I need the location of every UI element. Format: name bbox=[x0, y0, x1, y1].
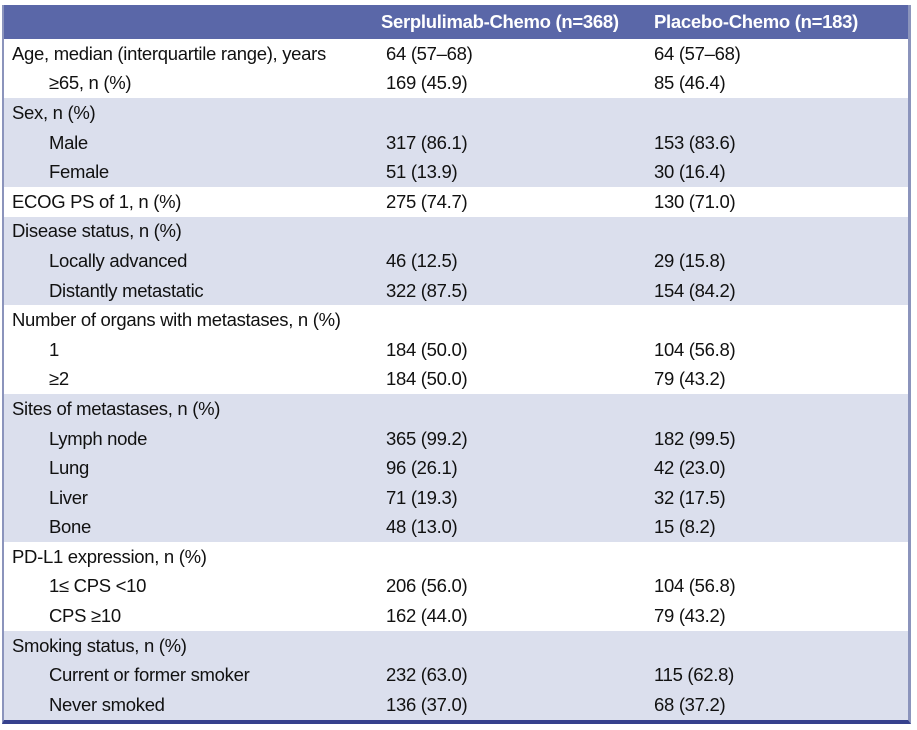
row-label-cell: PD-L1 expression, n (%) bbox=[12, 545, 207, 567]
row-label-cell: CPS ≥10 bbox=[49, 605, 121, 627]
value-cell-serplulimab: 365 (99.2) bbox=[386, 427, 468, 449]
table-header-row: Serplulimab-Chemo (n=368) Placebo-Chemo … bbox=[4, 5, 908, 39]
value-cell-placebo: 79 (43.2) bbox=[654, 368, 726, 390]
value-cell-placebo: 64 (57–68) bbox=[654, 42, 741, 64]
table-row: Distantly metastatic 322 (87.5) 154 (84.… bbox=[4, 275, 908, 306]
value-cell-serplulimab: 184 (50.0) bbox=[386, 368, 468, 390]
table-row: Age, median (interquartile range), years… bbox=[4, 39, 908, 69]
table-row: ECOG PS of 1, n (%) 275 (74.7) 130 (71.0… bbox=[4, 186, 908, 217]
value-cell-placebo: 32 (17.5) bbox=[654, 486, 726, 508]
table-row: Liver 71 (19.3) 32 (17.5) bbox=[4, 482, 908, 513]
row-label-cell: Lung bbox=[49, 457, 89, 479]
value-cell-serplulimab: 136 (37.0) bbox=[386, 693, 468, 715]
row-label-cell: Distantly metastatic bbox=[49, 279, 204, 301]
row-label-cell: Lymph node bbox=[49, 427, 148, 449]
table-row: Lymph node 365 (99.2) 182 (99.5) bbox=[4, 423, 908, 454]
value-cell-placebo: 130 (71.0) bbox=[654, 190, 736, 212]
value-cell-placebo: 42 (23.0) bbox=[654, 457, 726, 479]
table-body: Age, median (interquartile range), years… bbox=[4, 39, 908, 720]
table-row: Sites of metastases, n (%) bbox=[4, 394, 908, 424]
value-cell-placebo: 154 (84.2) bbox=[654, 279, 736, 301]
row-label-cell: ≥65, n (%) bbox=[49, 72, 132, 94]
row-label-cell: ECOG PS of 1, n (%) bbox=[12, 190, 182, 212]
table-row: CPS ≥10 162 (44.0) 79 (43.2) bbox=[4, 601, 908, 631]
table-row: Female 51 (13.9) 30 (16.4) bbox=[4, 157, 908, 187]
value-cell-serplulimab: 46 (12.5) bbox=[386, 249, 458, 271]
column-header-serplulimab-chemo: Serplulimab-Chemo (n=368) bbox=[381, 11, 619, 32]
row-label-cell: Never smoked bbox=[49, 693, 165, 715]
row-label-cell: 1 bbox=[49, 338, 59, 360]
table-row: Smoking status, n (%) bbox=[4, 630, 908, 661]
table-row: Male 317 (86.1) 153 (83.6) bbox=[4, 127, 908, 158]
row-label-cell: Disease status, n (%) bbox=[12, 220, 182, 242]
table-row: Number of organs with metastases, n (%) bbox=[4, 305, 908, 335]
row-label-cell: Female bbox=[49, 161, 109, 183]
row-label-cell: Locally advanced bbox=[49, 249, 188, 271]
value-cell-serplulimab: 232 (63.0) bbox=[386, 664, 468, 686]
value-cell-serplulimab: 184 (50.0) bbox=[386, 338, 468, 360]
value-cell-serplulimab: 96 (26.1) bbox=[386, 457, 458, 479]
table-row: Current or former smoker 232 (63.0) 115 … bbox=[4, 660, 908, 691]
value-cell-serplulimab: 51 (13.9) bbox=[386, 161, 458, 183]
table-row: Never smoked 136 (37.0) 68 (37.2) bbox=[4, 690, 908, 720]
value-cell-serplulimab: 322 (87.5) bbox=[386, 279, 468, 301]
value-cell-placebo: 104 (56.8) bbox=[654, 575, 736, 597]
table-row: Disease status, n (%) bbox=[4, 216, 908, 247]
value-cell-serplulimab: 275 (74.7) bbox=[386, 190, 468, 212]
value-cell-placebo: 104 (56.8) bbox=[654, 338, 736, 360]
value-cell-placebo: 79 (43.2) bbox=[654, 605, 726, 627]
row-label-cell: Male bbox=[49, 131, 88, 153]
value-cell-serplulimab: 48 (13.0) bbox=[386, 516, 458, 538]
table-row: Bone 48 (13.0) 15 (8.2) bbox=[4, 512, 908, 543]
column-header-placebo-chemo: Placebo-Chemo (n=183) bbox=[654, 11, 858, 32]
value-cell-serplulimab: 64 (57–68) bbox=[386, 42, 473, 64]
table-row: ≥2 184 (50.0) 79 (43.2) bbox=[4, 364, 908, 395]
value-cell-placebo: 68 (37.2) bbox=[654, 693, 726, 715]
table-row: Locally advanced 46 (12.5) 29 (15.8) bbox=[4, 246, 908, 276]
table-row: ≥65, n (%) 169 (45.9) 85 (46.4) bbox=[4, 68, 908, 99]
value-cell-placebo: 115 (62.8) bbox=[654, 664, 734, 686]
value-cell-serplulimab: 169 (45.9) bbox=[386, 72, 468, 94]
baseline-characteristics-table: Serplulimab-Chemo (n=368) Placebo-Chemo … bbox=[2, 5, 911, 724]
table-row: 1 184 (50.0) 104 (56.8) bbox=[4, 334, 908, 365]
row-label-cell: Bone bbox=[49, 516, 92, 538]
table-row: PD-L1 expression, n (%) bbox=[4, 542, 908, 572]
row-label-cell: Sex, n (%) bbox=[12, 101, 96, 123]
row-label-cell: Sites of metastases, n (%) bbox=[12, 397, 221, 419]
value-cell-placebo: 30 (16.4) bbox=[654, 161, 726, 183]
value-cell-serplulimab: 71 (19.3) bbox=[386, 486, 458, 508]
value-cell-serplulimab: 206 (56.0) bbox=[386, 575, 468, 597]
value-cell-serplulimab: 317 (86.1) bbox=[386, 131, 468, 153]
value-cell-placebo: 85 (46.4) bbox=[654, 72, 726, 94]
table-row: Sex, n (%) bbox=[4, 98, 908, 128]
value-cell-placebo: 153 (83.6) bbox=[654, 131, 736, 153]
row-label-cell: Smoking status, n (%) bbox=[12, 634, 187, 656]
table-row: Lung 96 (26.1) 42 (23.0) bbox=[4, 453, 908, 483]
row-label-cell: Number of organs with metastases, n (%) bbox=[12, 309, 341, 331]
row-label-cell: Current or former smoker bbox=[49, 664, 250, 686]
row-label-cell: ≥2 bbox=[49, 368, 69, 390]
value-cell-placebo: 15 (8.2) bbox=[654, 516, 716, 538]
value-cell-serplulimab: 162 (44.0) bbox=[386, 605, 468, 627]
value-cell-placebo: 29 (15.8) bbox=[654, 249, 726, 271]
table-row: 1≤ CPS <10 206 (56.0) 104 (56.8) bbox=[4, 571, 908, 602]
row-label-cell: Age, median (interquartile range), years bbox=[12, 42, 326, 64]
value-cell-placebo: 182 (99.5) bbox=[654, 427, 736, 449]
row-label-cell: 1≤ CPS <10 bbox=[49, 575, 147, 597]
row-label-cell: Liver bbox=[49, 486, 88, 508]
